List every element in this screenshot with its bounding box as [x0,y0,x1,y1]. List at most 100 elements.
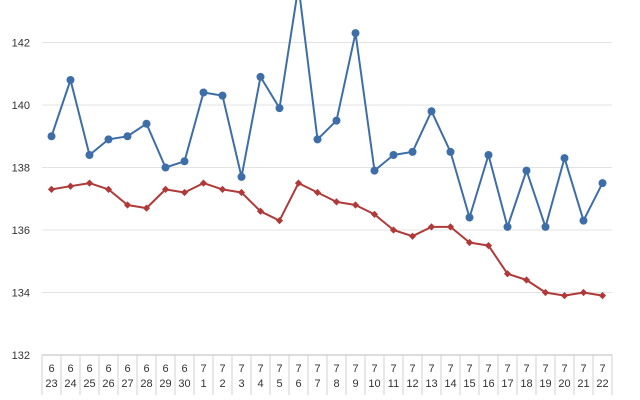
data-point [313,135,322,144]
data-point [123,132,132,141]
x-tick-day: 16 [482,378,494,390]
x-tick-month: 7 [599,363,605,375]
x-tick-day: 15 [463,378,475,390]
series-line [51,182,603,297]
x-tick-day: 1 [200,378,206,390]
x-tick-day: 19 [539,378,551,390]
y-axis: 132 134 136 138 140 142 [12,38,30,363]
y-tick-label: 142 [12,38,30,50]
x-tick-day: 29 [159,378,171,390]
data-point [522,166,531,175]
x-tick-month: 7 [314,363,320,375]
x-tick-month: 6 [67,363,73,375]
data-point [408,232,417,240]
x-tick-month: 7 [333,363,339,375]
x-tick-day: 18 [520,378,532,390]
data-point [47,132,56,141]
data-point [104,185,113,193]
x-tick-month: 7 [542,363,548,375]
x-tick-day: 3 [238,378,244,390]
x-tick-month: 7 [447,363,453,375]
x-tick-day: 23 [45,378,57,390]
data-point [66,76,75,84]
x-tick-month: 6 [124,363,130,375]
x-tick-day: 30 [178,378,190,390]
series-group [47,0,607,300]
data-point [598,179,607,188]
data-point [446,147,455,156]
data-point [332,198,341,206]
data-point [332,116,341,125]
data-point [541,288,550,297]
x-tick-month: 7 [371,363,377,375]
data-point [256,207,265,215]
data-point [237,188,246,197]
x-tick-day: 11 [388,378,399,390]
data-point [484,151,493,159]
data-point [579,288,588,297]
x-tick-day: 9 [352,378,358,390]
data-point [503,270,512,278]
x-tick-month: 7 [485,363,491,375]
x-tick-month: 7 [219,363,225,375]
y-tick-label: 136 [12,225,30,237]
x-tick-month: 7 [295,363,301,375]
data-point [275,217,284,225]
data-point [560,154,569,163]
data-point [370,210,379,218]
series-line [50,0,604,228]
data-point [294,179,303,187]
x-tick-month: 7 [352,363,358,375]
x-tick-day: 22 [596,378,608,390]
data-point [351,201,360,209]
x-tick-day: 26 [102,378,114,390]
data-point [161,163,170,172]
series-2 [47,179,607,300]
data-point [598,292,607,300]
gridlines [42,42,612,356]
data-point [218,185,227,193]
x-tick-day: 21 [577,378,589,390]
data-point [351,29,360,38]
data-point [427,107,436,116]
data-point [256,72,265,81]
data-point [180,157,189,166]
data-point [199,88,208,97]
x-tick-month: 6 [181,363,187,375]
x-tick-month: 6 [162,363,168,375]
x-tick-day: 7 [314,378,320,390]
y-tick-label: 132 [12,350,30,362]
x-tick-month: 7 [523,363,529,375]
x-tick-day: 14 [444,378,456,390]
data-point [275,104,284,113]
x-tick-day: 27 [121,378,133,390]
x-tick-month: 6 [86,363,92,375]
x-tick-month: 7 [276,363,282,375]
data-point [389,151,398,159]
data-point [180,188,189,197]
data-point [408,147,417,156]
x-tick-day: 25 [83,378,95,390]
data-point [484,242,493,250]
data-point [218,91,227,100]
x-tick-month: 7 [580,363,586,375]
data-point [47,185,56,193]
x-tick-day: 20 [558,378,570,390]
y-tick-label: 134 [12,288,30,300]
x-tick-month: 7 [257,363,263,375]
x-tick-day: 12 [406,378,418,390]
data-point [85,151,94,159]
x-tick-month: 7 [561,363,567,375]
data-point [465,213,474,222]
x-tick-day: 2 [219,378,225,390]
data-point [446,223,455,231]
x-tick-day: 13 [425,378,437,390]
data-point [199,179,208,187]
x-tick-month: 7 [428,363,434,375]
x-tick-day: 6 [295,378,301,390]
data-point [142,204,151,212]
x-tick-day: 24 [64,378,76,390]
data-point [503,222,512,231]
data-point [237,172,246,181]
